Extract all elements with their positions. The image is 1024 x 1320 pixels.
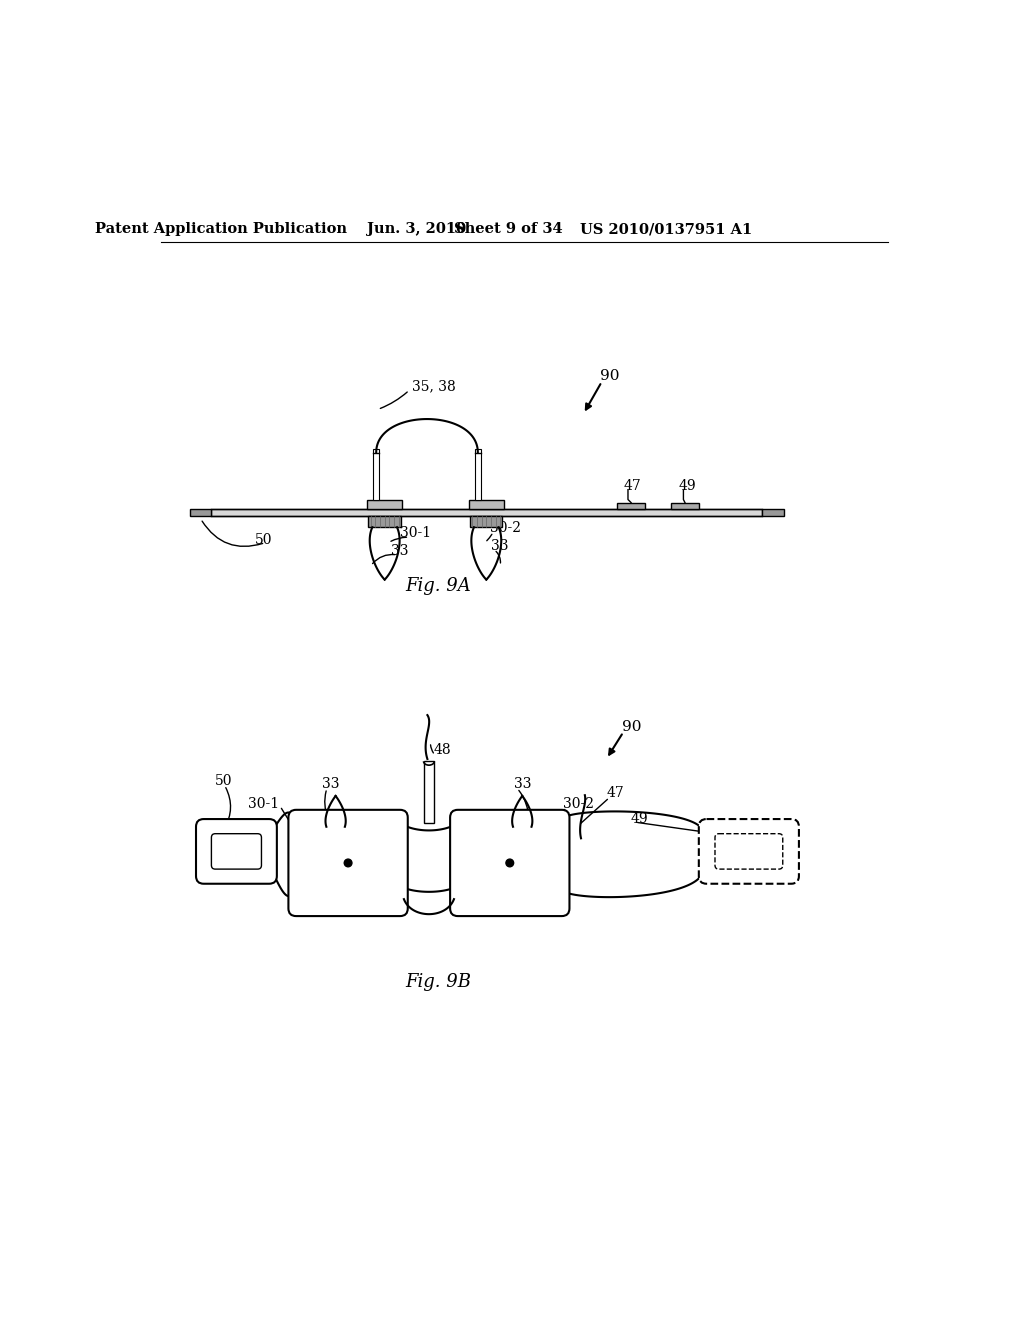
Bar xyxy=(762,508,783,516)
Text: Fig. 9A: Fig. 9A xyxy=(406,577,471,595)
Text: Fig. 9B: Fig. 9B xyxy=(406,973,472,991)
Bar xyxy=(671,503,698,508)
Bar xyxy=(189,508,211,516)
Bar xyxy=(617,503,645,508)
Bar xyxy=(424,762,434,822)
FancyBboxPatch shape xyxy=(451,810,569,916)
Text: 35, 38: 35, 38 xyxy=(412,379,456,393)
FancyBboxPatch shape xyxy=(698,818,799,884)
FancyBboxPatch shape xyxy=(289,810,408,916)
Text: 33: 33 xyxy=(391,544,409,558)
Bar xyxy=(469,499,504,508)
Text: 90: 90 xyxy=(600,370,620,383)
Bar xyxy=(373,449,379,499)
Bar xyxy=(367,499,402,508)
Bar xyxy=(470,516,503,527)
Text: 33: 33 xyxy=(490,539,509,553)
Text: 47: 47 xyxy=(606,785,625,800)
Circle shape xyxy=(506,859,514,867)
FancyBboxPatch shape xyxy=(196,818,276,884)
Text: 30-1: 30-1 xyxy=(248,797,280,810)
Text: 30-1: 30-1 xyxy=(400,527,431,540)
Text: 30-2: 30-2 xyxy=(563,797,594,810)
Text: 50: 50 xyxy=(215,774,232,788)
Text: 47: 47 xyxy=(624,479,641,492)
Text: Patent Application Publication: Patent Application Publication xyxy=(95,222,347,236)
Text: Sheet 9 of 34: Sheet 9 of 34 xyxy=(454,222,562,236)
Text: 30-2: 30-2 xyxy=(490,521,521,535)
Bar xyxy=(211,508,762,516)
Text: US 2010/0137951 A1: US 2010/0137951 A1 xyxy=(580,222,752,236)
Bar xyxy=(369,516,400,527)
Text: 49: 49 xyxy=(679,479,696,492)
Text: Jun. 3, 2010: Jun. 3, 2010 xyxy=(368,222,467,236)
Text: 90: 90 xyxy=(622,719,641,734)
Text: 48: 48 xyxy=(433,743,452,756)
Circle shape xyxy=(344,859,352,867)
Text: 49: 49 xyxy=(631,812,648,826)
Text: 33: 33 xyxy=(514,776,531,791)
FancyBboxPatch shape xyxy=(715,834,782,869)
Bar xyxy=(475,449,481,499)
Text: 50: 50 xyxy=(255,533,272,548)
Text: 33: 33 xyxy=(322,776,339,791)
FancyBboxPatch shape xyxy=(211,834,261,869)
